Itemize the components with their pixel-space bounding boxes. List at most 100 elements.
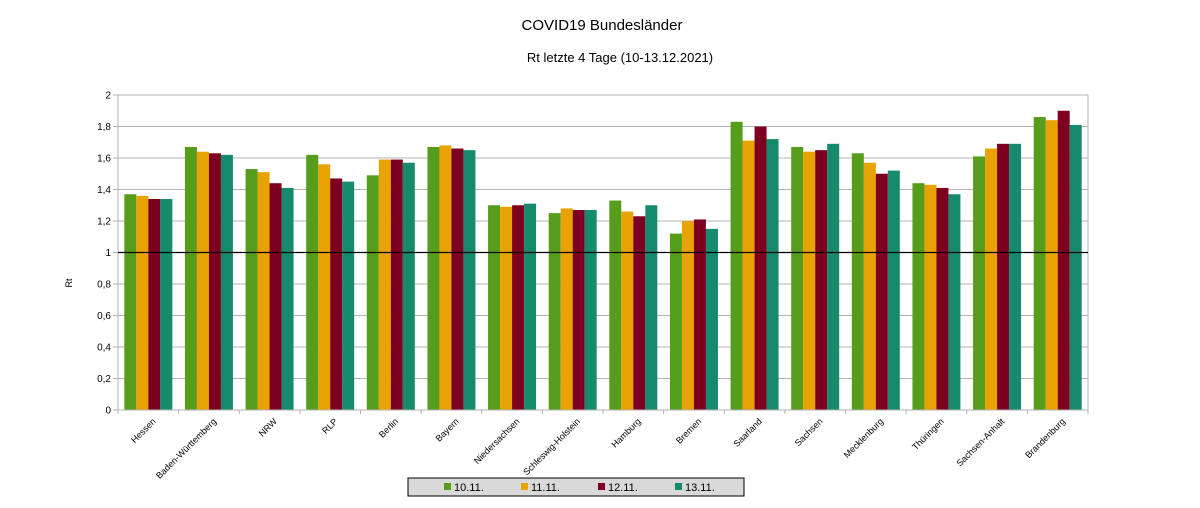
- y-tick-label: 1,6: [97, 154, 111, 165]
- bar: [136, 195, 149, 410]
- legend-swatch: [675, 483, 682, 490]
- bar: [208, 153, 221, 410]
- x-tick-label: NRW: [257, 416, 280, 439]
- bar: [500, 206, 513, 410]
- bar: [973, 156, 986, 410]
- legend-label: 11.11.: [531, 482, 560, 494]
- bar: [985, 148, 998, 411]
- x-tick-label: Sachsen-Anhalt: [954, 416, 1006, 468]
- bar: [912, 183, 925, 410]
- bar: [390, 159, 403, 410]
- bar: [512, 205, 525, 410]
- x-tick-label: Mecklenburg: [842, 416, 886, 460]
- x-tick-label: Baden-Württemberg: [154, 416, 218, 480]
- y-tick-label: 0: [105, 406, 111, 417]
- bar: [948, 194, 961, 410]
- bar: [645, 205, 658, 410]
- x-tick-label: Berlin: [377, 416, 400, 439]
- bar: [124, 194, 137, 410]
- chart-subtitle: Rt letzte 4 Tage (10-13.12.2021): [527, 50, 713, 65]
- legend-swatch: [521, 483, 528, 490]
- y-axis-label: Rt: [64, 278, 74, 287]
- legend-label: 10.11.: [454, 482, 484, 494]
- legend-swatch: [598, 483, 605, 490]
- bar: [184, 146, 197, 410]
- y-tick-label: 1,8: [97, 122, 111, 133]
- bar: [851, 153, 864, 410]
- bar: [693, 219, 706, 410]
- legend-label: 13.11.: [685, 482, 715, 494]
- bar: [827, 143, 840, 410]
- y-tick-labels: 0 0,2 0,4 0,6 0,8 1 1,2 1,4 1,6 1,8 2: [97, 91, 111, 417]
- bar: [306, 154, 319, 410]
- bar: [705, 228, 718, 410]
- bar: [220, 154, 233, 410]
- bar: [572, 209, 585, 410]
- bar: [488, 205, 501, 410]
- bar: [1057, 110, 1070, 410]
- y-tick-label: 1,2: [97, 217, 111, 228]
- chart-title: COVID19 Bundesländer: [522, 17, 683, 34]
- x-tick-label: Schleswig-Holstein: [521, 416, 582, 477]
- bar: [378, 159, 391, 410]
- bar: [402, 162, 415, 410]
- bar: [524, 203, 537, 410]
- x-tick-label: Hessen: [129, 416, 158, 445]
- legend-label: 12.11.: [608, 482, 638, 494]
- bar: [887, 170, 900, 410]
- y-tick-label: 0,4: [97, 343, 111, 354]
- x-tick-label: Brandenburg: [1023, 416, 1067, 460]
- bar: [281, 187, 294, 410]
- bar: [681, 221, 694, 410]
- bar: [548, 213, 561, 410]
- bar: [924, 184, 937, 410]
- y-tick-label: 0,6: [97, 311, 111, 322]
- bar: [1045, 120, 1058, 410]
- bar: [366, 175, 379, 410]
- bar: [257, 172, 270, 410]
- bars: [124, 110, 1082, 411]
- x-tick-label: Saarland: [731, 416, 764, 449]
- bar: [196, 151, 209, 410]
- bar: [1033, 117, 1046, 411]
- bar: [245, 169, 258, 410]
- bar: [1069, 124, 1082, 411]
- bar: [791, 146, 804, 410]
- bar: [160, 198, 173, 410]
- bar: [427, 146, 440, 410]
- bar: [863, 162, 876, 410]
- bar: [754, 126, 767, 410]
- y-tick-label: 1: [105, 248, 111, 259]
- x-tick-label: Hamburg: [609, 416, 642, 449]
- bar: [439, 145, 452, 410]
- bar: [451, 148, 464, 411]
- x-tick-label: Niedersachsen: [472, 416, 522, 466]
- bar: [342, 181, 355, 410]
- bar: [463, 150, 476, 410]
- y-tick-label: 2: [105, 91, 111, 102]
- bar: [936, 187, 949, 410]
- bar: [669, 233, 682, 410]
- x-tick-label: Thüringen: [910, 416, 946, 452]
- legend-swatch: [444, 483, 451, 490]
- legend-box: [407, 477, 745, 497]
- legend: 10.11. 11.11. 12.11. 13.11.: [407, 477, 745, 497]
- y-tick-label: 0,2: [97, 374, 111, 385]
- bar: [584, 209, 597, 410]
- x-tick-label: RLP: [320, 416, 339, 435]
- bar: [766, 139, 779, 410]
- bar: [621, 211, 634, 410]
- y-tick-label: 1,4: [97, 185, 111, 196]
- bar: [730, 121, 743, 411]
- bar: [633, 216, 646, 410]
- bar: [997, 143, 1010, 410]
- bar: [803, 151, 816, 410]
- bar: [609, 200, 622, 410]
- axes: [113, 94, 1089, 414]
- bar: [560, 208, 573, 410]
- bar: [269, 183, 282, 410]
- bar: [1009, 143, 1022, 410]
- bar: [148, 198, 161, 410]
